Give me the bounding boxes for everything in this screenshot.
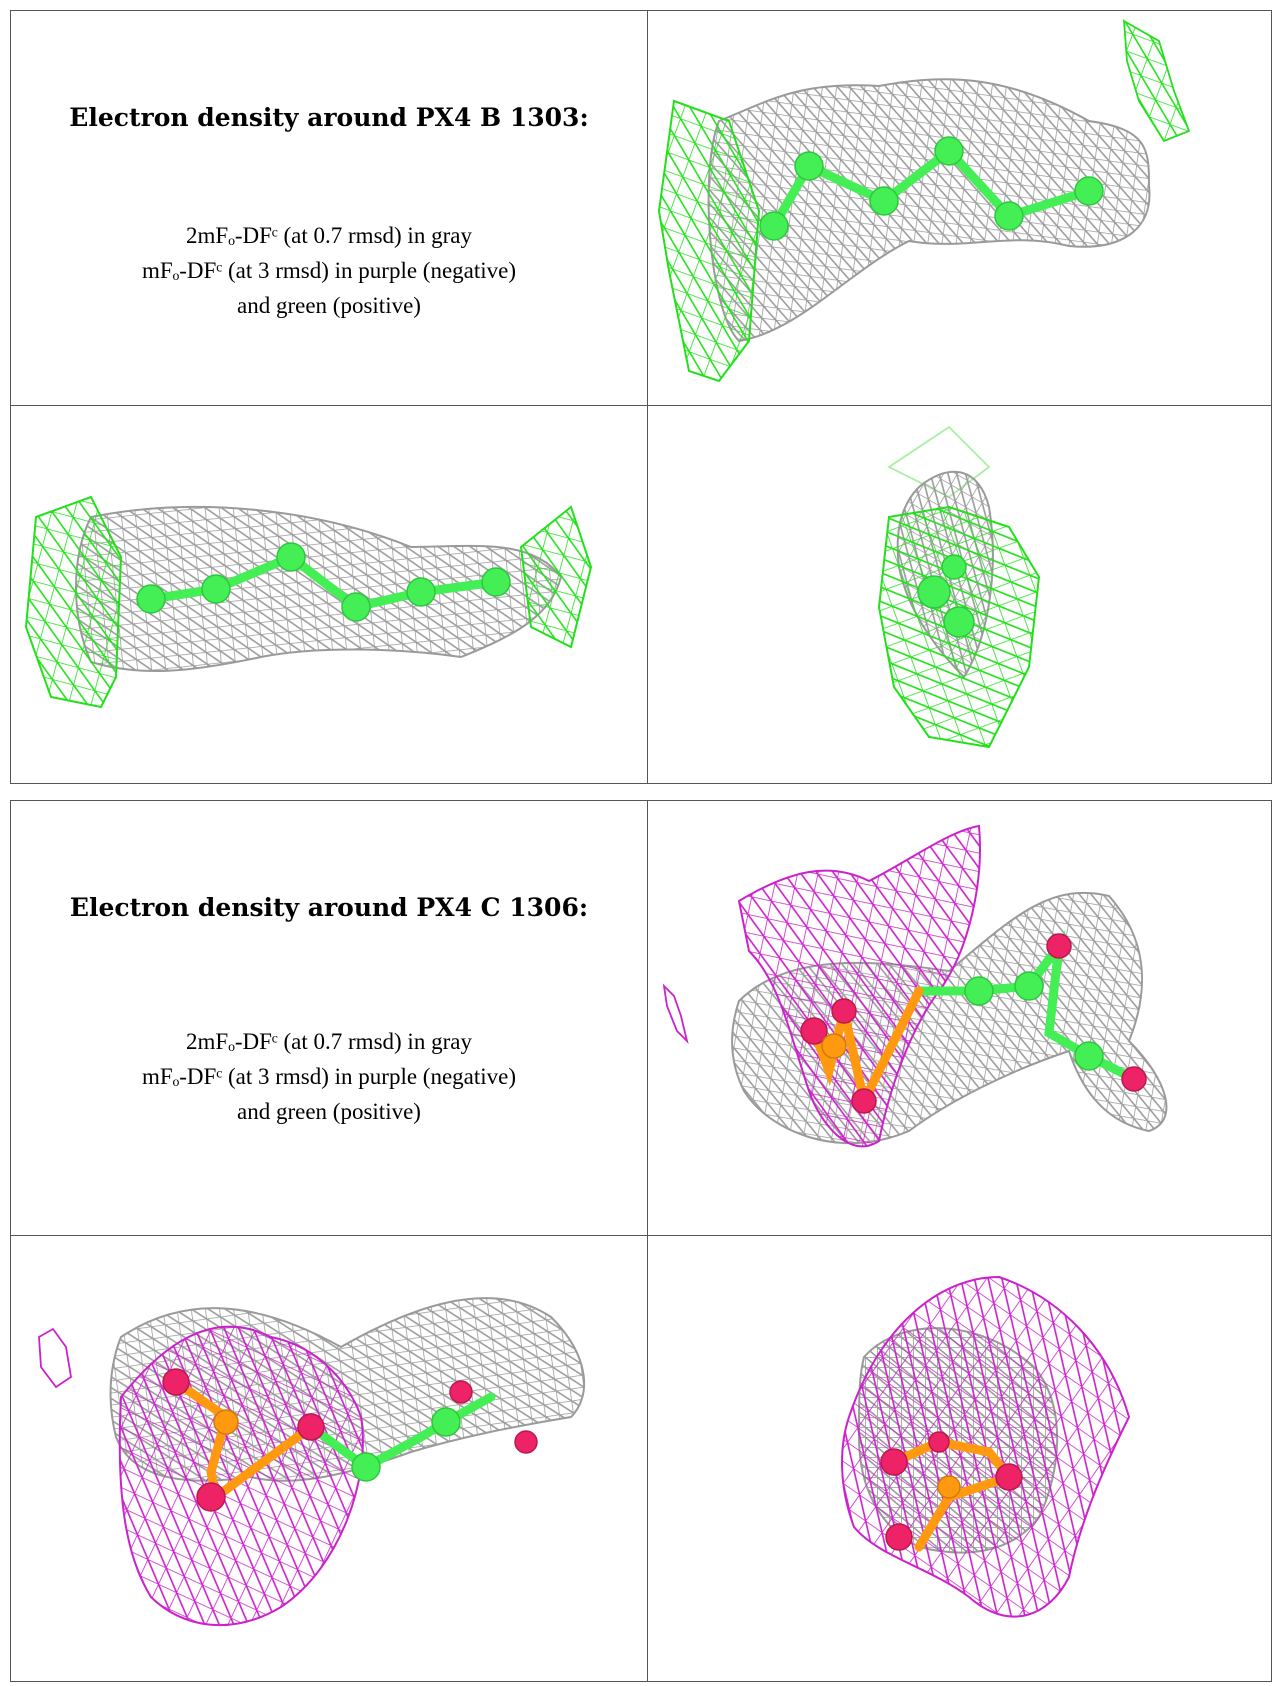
- legend-line-gray: 2mFₒ-DFᶜ (at 0.7 rmsd) in gray: [186, 1029, 472, 1054]
- density-image: [38, 1297, 586, 1627]
- panel-divider-vertical: [647, 801, 648, 1681]
- legend-line-difference: mFₒ-DFᶜ (at 3 rmsd) in purple (negative): [141, 258, 517, 283]
- ligand-atoms: [880, 1431, 1023, 1551]
- ligand-atoms: [136, 542, 511, 622]
- legend-line-difference: mFₒ-DFᶜ (at 3 rmsd) in purple (negative): [141, 1064, 517, 1089]
- legend-line-positive: and green (positive): [237, 293, 421, 318]
- panel-title: Electron density around PX4 B 1303:: [69, 103, 589, 132]
- green-mesh-left: [24, 495, 123, 709]
- panel-divider-horizontal: [11, 1235, 1271, 1236]
- density-image: [662, 824, 1168, 1148]
- green-mesh-left: [657, 99, 761, 383]
- density-view-bottom-left: [11, 1237, 647, 1681]
- panel-divider-horizontal: [11, 405, 1271, 406]
- ligand-bonds-carbon: [306, 1392, 496, 1473]
- density-view-top-right: [649, 11, 1271, 405]
- panel-caption: Electron density around PX4 B 1303: 2mFₒ…: [11, 11, 647, 405]
- panel-caption: Electron density around PX4 C 1306: 2mFₒ…: [11, 801, 647, 1235]
- ligand-atoms: [917, 554, 975, 638]
- purple-mesh-small: [38, 1327, 72, 1389]
- density-image: [841, 1275, 1131, 1618]
- density-panel-px4-b-1303: Electron density around PX4 B 1303: 2mFₒ…: [10, 10, 1272, 784]
- green-mesh-top-right: [1122, 19, 1191, 143]
- density-view-top-right: [649, 801, 1271, 1235]
- ligand-atoms: [800, 933, 1147, 1114]
- ligand-atoms: [162, 1368, 538, 1512]
- density-view-bottom-left: [11, 407, 647, 783]
- map-legend: 2mFₒ-DFᶜ (at 0.7 rmsd) in gray mFₒ-DFᶜ (…: [142, 1024, 516, 1129]
- density-view-bottom-right: [649, 407, 1271, 783]
- panel-title: Electron density around PX4 C 1306:: [69, 893, 589, 922]
- gray-mesh: [707, 78, 1151, 343]
- green-mesh-right: [519, 505, 593, 649]
- legend-line-positive: and green (positive): [237, 1099, 421, 1124]
- purple-mesh-small: [662, 983, 689, 1044]
- density-image: [24, 495, 593, 709]
- density-panel-px4-c-1306: Electron density around PX4 C 1306: 2mFₒ…: [10, 800, 1272, 1682]
- panel-divider-vertical: [647, 11, 648, 783]
- density-image: [877, 425, 1041, 749]
- ligand-bonds-phosphate: [171, 1377, 316, 1505]
- density-view-bottom-right: [649, 1237, 1271, 1681]
- legend-line-gray: 2mFₒ-DFᶜ (at 0.7 rmsd) in gray: [186, 223, 472, 248]
- map-legend: 2mFₒ-DFᶜ (at 0.7 rmsd) in gray mFₒ-DFᶜ (…: [142, 218, 516, 323]
- density-image: [657, 19, 1191, 383]
- ligand-atoms: [759, 136, 1104, 241]
